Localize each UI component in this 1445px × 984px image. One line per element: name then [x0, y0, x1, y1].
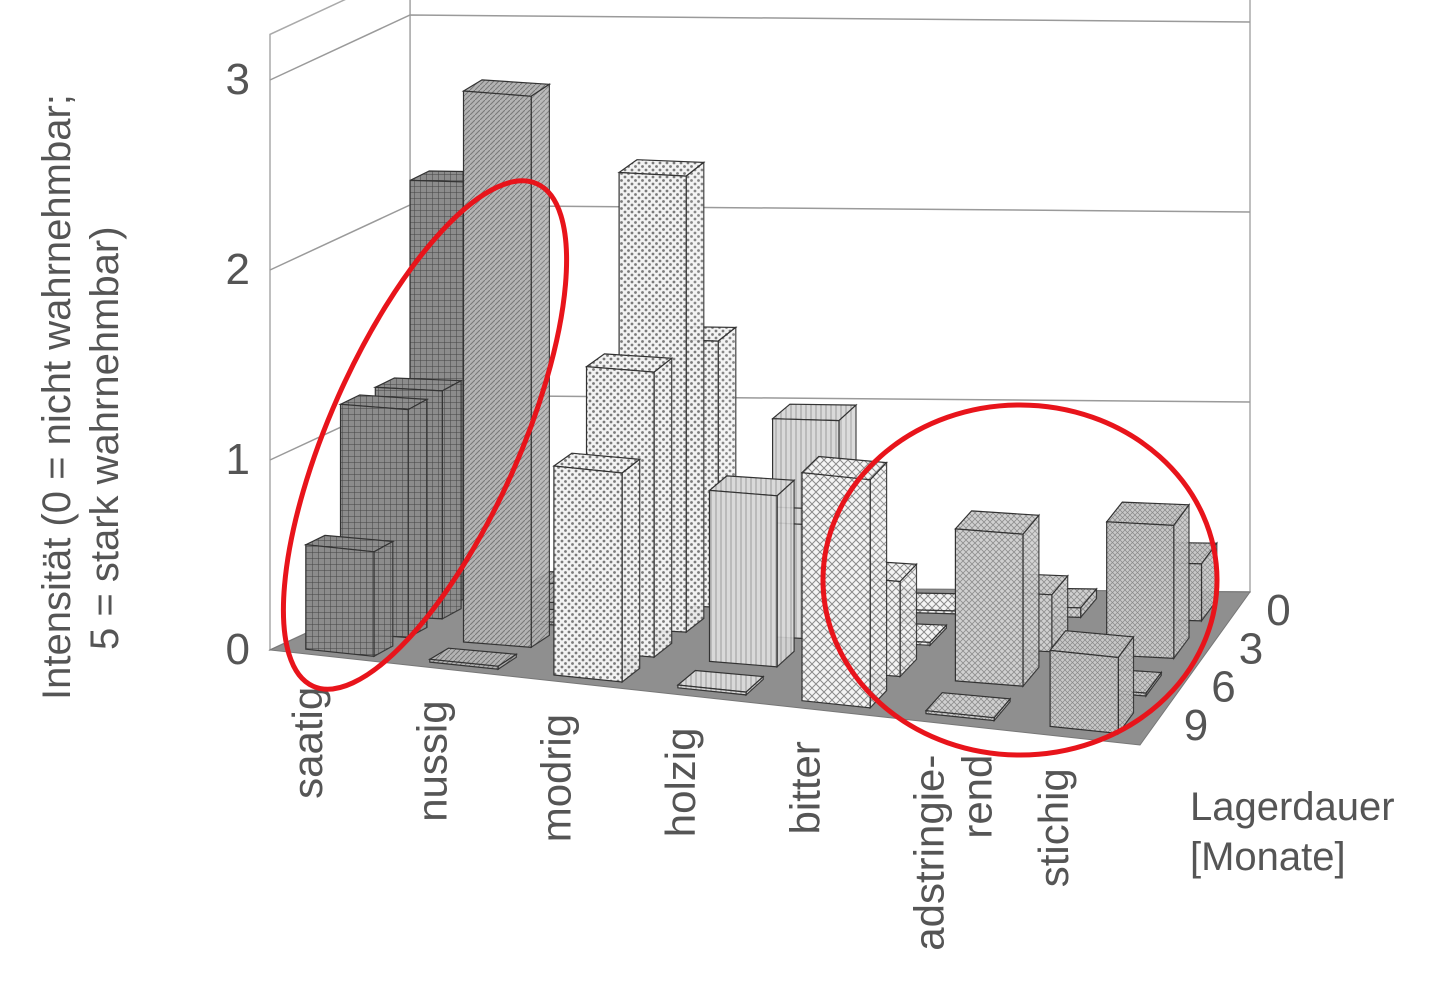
z-axis-label-line1: Lagerdauer [1190, 785, 1395, 829]
bar-side [1022, 513, 1040, 688]
bar-front [954, 528, 1024, 687]
bar-front [553, 465, 623, 683]
y-tick-label: 3 [226, 55, 250, 104]
chart-labels: 0 1 2 3 saatig nussig modrig holzig bitter adstri… [226, 55, 1291, 951]
bar-1-2 [461, 79, 552, 649]
bar-6-1 [1105, 501, 1191, 661]
category-label: rend [954, 755, 1001, 839]
gridline [269, 14, 1251, 81]
z-axis-label-line2: [Monate] [1190, 835, 1346, 879]
bar-front [1106, 521, 1175, 660]
y-axis-label-line2: 5 = stark wahrnehmbar) [83, 226, 127, 650]
z-tick-label: 0 [1266, 586, 1290, 635]
category-label: nussig [408, 700, 455, 821]
bar-front [708, 489, 778, 668]
bar-6-3 [1048, 630, 1135, 736]
bar-side [899, 562, 918, 678]
bar-front [801, 472, 871, 709]
bar-4-3 [800, 455, 888, 710]
bar-front [462, 90, 532, 648]
z-tick-label: 3 [1239, 624, 1263, 673]
bar-side [869, 461, 888, 710]
category-label: stichig [1030, 768, 1077, 887]
bar-front [677, 684, 747, 696]
z-tick-label: 6 [1211, 663, 1235, 712]
chart-bars [303, 79, 1218, 736]
highlight-ellipse-right [820, 402, 1220, 758]
highlight-ellipse-left [280, 178, 570, 692]
y-tick-label: 1 [226, 435, 250, 484]
bar-side [373, 540, 394, 658]
y-tick-label: 2 [226, 245, 250, 294]
y-axis-label-line1: Intensität (0 = nicht wahrnehmbar; [35, 94, 79, 700]
bar-front [1049, 649, 1119, 735]
bar-side [407, 398, 428, 639]
category-label: modrig [533, 714, 580, 842]
bar-side [776, 478, 795, 669]
category-label: adstringie- [906, 755, 953, 951]
bar-front [305, 544, 375, 657]
bar-5-3 [924, 692, 1012, 723]
bar-side [1173, 502, 1190, 661]
bar-3-3 [676, 669, 765, 697]
category-label: saatig [284, 687, 331, 799]
bar-3-2 [707, 475, 796, 669]
bar-front [429, 658, 499, 670]
category-label: bitter [781, 741, 828, 834]
bar-1-3 [427, 647, 519, 671]
bar-side [653, 357, 673, 659]
bar-2-3 [552, 452, 642, 684]
bar-side [621, 458, 641, 684]
bar-side [685, 161, 705, 634]
bar-front [925, 710, 995, 722]
z-tick-label: 9 [1184, 701, 1208, 750]
bar-0-3 [303, 534, 395, 658]
y-tick-label: 0 [226, 625, 250, 674]
category-label: holzig [657, 728, 704, 838]
bar-side [530, 83, 551, 649]
bar-5-2 [954, 510, 1041, 688]
